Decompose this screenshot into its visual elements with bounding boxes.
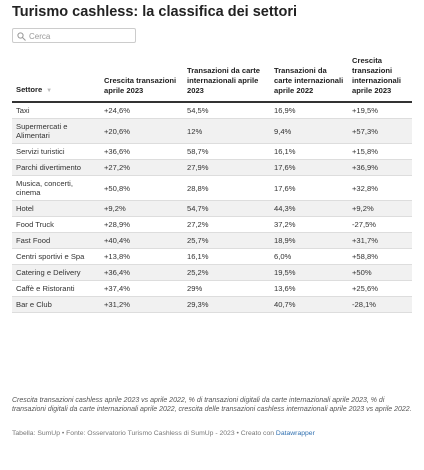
cell: -27,5% [348,216,412,233]
row-label: Hotel [12,200,100,217]
column-header-text: Transazioni da carte internazionali apri… [274,66,344,95]
cell: 54,5% [183,102,270,119]
table-row: Taxi +24,6% 54,5% 16,9% +19,5% [12,102,412,119]
row-label: Parchi divertimento [12,159,100,176]
cell: 29,3% [183,296,270,313]
cell: 16,1% [183,248,270,265]
cell: 16,9% [270,102,348,119]
cell: -28,1% [348,296,412,313]
cell: +27,2% [100,159,183,176]
cell: +13,8% [100,248,183,265]
table-row: Parchi divertimento +27,2% 27,9% 17,6% +36,9… [12,159,412,176]
table-row: Supermercati e Alimentari +20,6% 12% 9,4% +5… [12,118,412,144]
cell: 12% [183,118,270,144]
table-row: Bar e Club +31,2% 29,3% 40,7% -28,1% [12,296,412,313]
row-label: Caffè e Ristoranti [12,280,100,297]
row-label: Catering e Delivery [12,264,100,281]
cell: 9,4% [270,118,348,144]
cell: 44,3% [270,200,348,217]
cell: 19,5% [270,264,348,281]
table-row: Food Truck +28,9% 27,2% 37,2% -27,5% [12,216,412,233]
cell: 28,8% [183,175,270,201]
cell: 25,2% [183,264,270,281]
cell: +31,2% [100,296,183,313]
column-header-text: Crescita transazioni aprile 2023 [104,76,177,95]
cell: 40,7% [270,296,348,313]
column-header-text: Crescita transazioni internazionali apri… [352,56,401,95]
search-placeholder: Cerca [29,32,51,41]
column-header: Crescita transazioni internazionali apri… [348,56,412,103]
cell: 27,9% [183,159,270,176]
table-row: Musica, concerti, cinema +50,8% 28,8% 17,6%… [12,175,412,201]
column-header-text: Transazioni da carte internazionali apri… [187,66,261,95]
cell: +31,7% [348,232,412,249]
cell: +15,8% [348,143,412,160]
cell: 18,9% [270,232,348,249]
table-row: Caffè e Ristoranti +37,4% 29% 13,6% +25,6% [12,280,412,297]
cell: +50,8% [100,175,183,201]
column-header: Transazioni da carte internazionali apri… [270,56,348,103]
row-label: Supermercati e Alimentari [12,118,100,144]
cell: 17,6% [270,175,348,201]
table-row: Fast Food +40,4% 25,7% 18,9% +31,7% [12,232,412,249]
source: Tabella: SumUp • Fonte: Osservatorio Tur… [12,430,315,437]
cell: 17,6% [270,159,348,176]
table-row: Hotel +9,2% 54,7% 44,3% +9,2% [12,200,412,217]
column-header-text: Settore [16,85,43,94]
cell: 27,2% [183,216,270,233]
cell: +36,9% [348,159,412,176]
cell: +24,6% [100,102,183,119]
cell: +57,3% [348,118,412,144]
cell: +9,2% [100,200,183,217]
row-label: Fast Food [12,232,100,249]
title: Turismo cashless: la classifica dei sett… [12,4,298,20]
source-text: Tabella: SumUp • Fonte: Osservatorio Tur… [12,430,275,437]
table-row: Centri sportivi e Spa +13,8% 16,1% 6,0% +58,… [12,248,412,265]
cell: +36,4% [100,264,183,281]
column-header: Crescita transazioni aprile 2023 [100,56,183,103]
cell: 13,6% [270,280,348,297]
cell: 58,7% [183,143,270,160]
cell: 54,7% [183,200,270,217]
header-row: Settore ▼ Crescita transazioni aprile 2023… [12,56,412,103]
column-header[interactable]: Settore ▼ [12,56,100,103]
row-label: Food Truck [12,216,100,233]
row-label: Centri sportivi e Spa [12,248,100,265]
cell: 29% [183,280,270,297]
sort-icon[interactable]: ▼ [46,88,53,94]
notes: Crescita transazioni cashless aprile 202… [12,397,412,413]
search-box[interactable]: Cerca [12,28,136,43]
row-label: Bar e Club [12,296,100,313]
cell: +36,6% [100,143,183,160]
cell: +28,9% [100,216,183,233]
cell: +40,4% [100,232,183,249]
row-label: Taxi [12,102,100,119]
cell: +37,4% [100,280,183,297]
cell: +25,6% [348,280,412,297]
search-icon [17,32,26,41]
cell: +58,8% [348,248,412,265]
table-row: Servizi turistici +36,6% 58,7% 16,1% +15,8% [12,143,412,160]
cell: +50% [348,264,412,281]
cell: +19,5% [348,102,412,119]
cell: 37,2% [270,216,348,233]
cell: +32,8% [348,175,412,201]
table: Settore ▼ Crescita transazioni aprile 2023… [12,56,412,313]
source-link[interactable]: Datawrapper [275,430,315,437]
table-row: Catering e Delivery +36,4% 25,2% 19,5% +50% [12,264,412,281]
cell: 16,1% [270,143,348,160]
cell: +9,2% [348,200,412,217]
cell: 25,7% [183,232,270,249]
column-header: Transazioni da carte internazionali apri… [183,56,270,103]
cell: +20,6% [100,118,183,144]
row-label: Musica, concerti, cinema [12,175,100,201]
row-label: Servizi turistici [12,143,100,160]
cell: 6,0% [270,248,348,265]
